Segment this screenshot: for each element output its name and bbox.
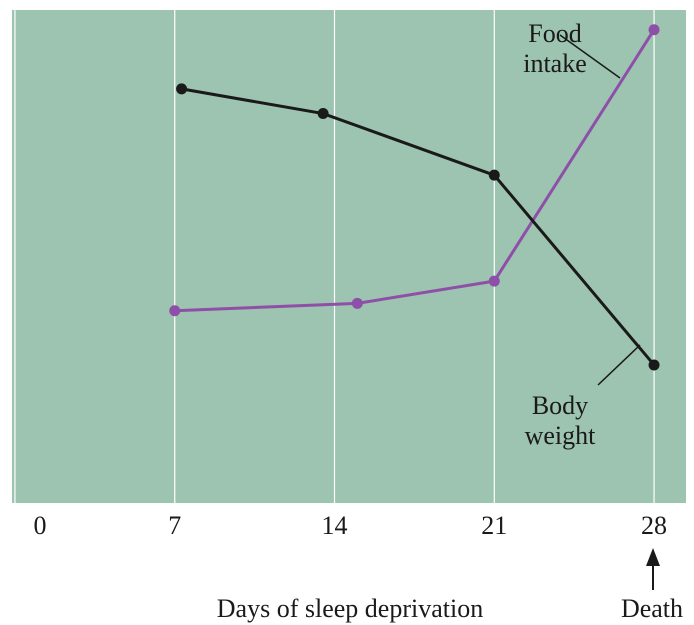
arrow-head xyxy=(646,548,660,566)
x-tick-label: 0 xyxy=(34,511,47,540)
x-tick-label: 14 xyxy=(322,511,348,540)
marks xyxy=(169,24,660,371)
x-tick-label: 28 xyxy=(641,511,667,540)
data-point xyxy=(351,297,363,309)
grid xyxy=(14,10,655,503)
x-tick-label: 21 xyxy=(481,511,507,540)
data-point xyxy=(169,305,181,317)
data-point xyxy=(488,169,500,181)
series-line xyxy=(174,28,656,313)
leader-line xyxy=(597,344,641,386)
series-label: Food intake xyxy=(523,19,587,78)
annotation: Death xyxy=(621,594,683,623)
plot-background xyxy=(12,10,686,503)
series-label: Body weight xyxy=(525,391,597,450)
data-point xyxy=(176,83,188,95)
series-line xyxy=(181,87,656,366)
x-axis-label: Days of sleep deprivation xyxy=(217,594,483,623)
data-point xyxy=(648,359,660,371)
data-point xyxy=(317,108,329,120)
x-tick-label: 7 xyxy=(168,511,181,540)
leader-line xyxy=(559,34,621,79)
data-point xyxy=(488,275,500,287)
data-point xyxy=(648,24,660,36)
